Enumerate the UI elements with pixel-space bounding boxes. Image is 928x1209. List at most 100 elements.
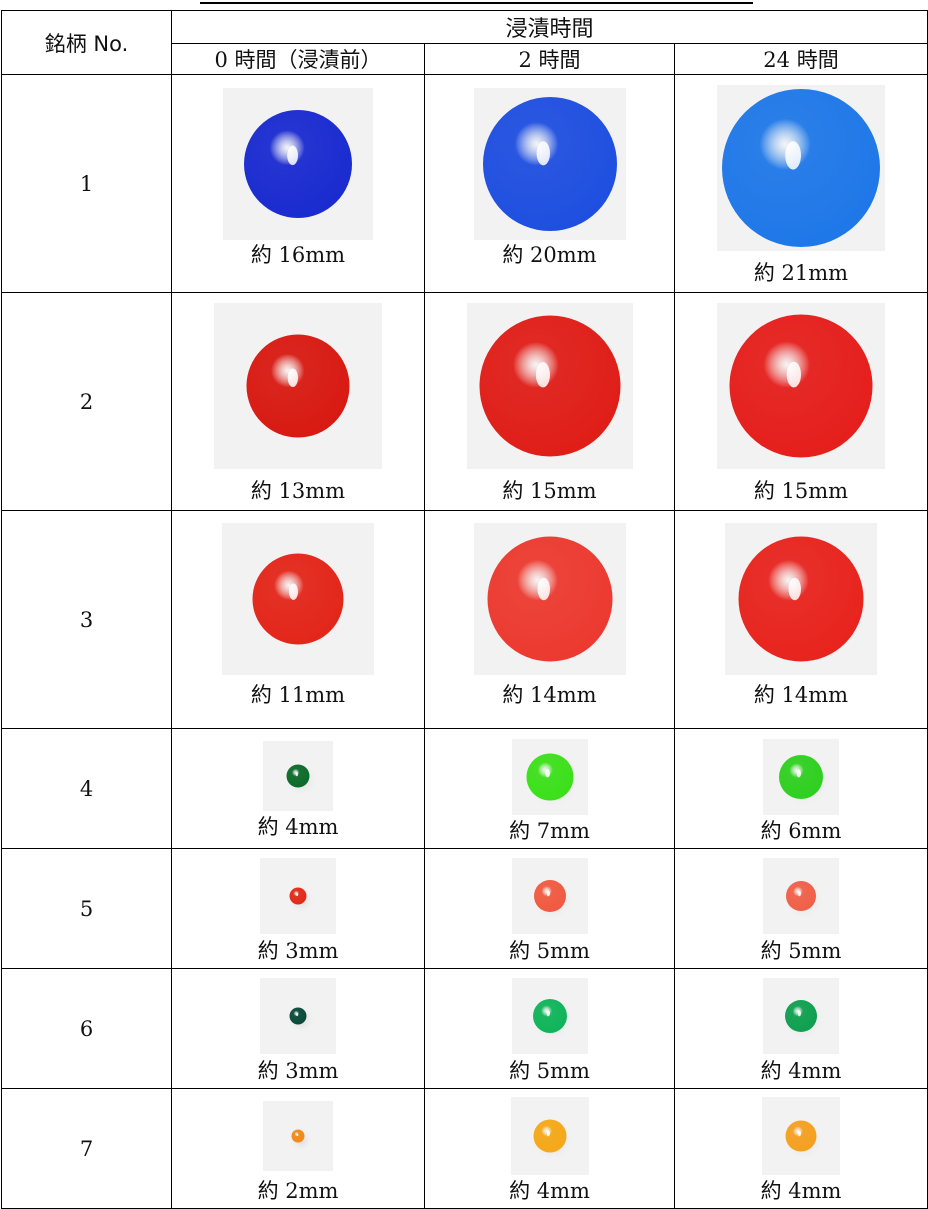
- gel-ball-icon: [286, 1005, 316, 1035]
- sample-photo: [717, 303, 885, 469]
- top-rule: [200, 2, 753, 4]
- brand-no-cell: 7: [1, 1088, 172, 1209]
- size-label: 約 5mm: [509, 1059, 590, 1083]
- gel-ball-icon: [726, 312, 882, 468]
- sample-cell: 約 7mm: [424, 728, 675, 849]
- size-label: 約 20mm: [502, 243, 597, 267]
- gel-ball-icon: [530, 878, 575, 922]
- gel-ball-icon: [476, 313, 629, 467]
- sample-cell: 約 14mm: [424, 510, 675, 729]
- table-row: 5 約 3mm 約 5mm 約 5mm: [1, 848, 928, 969]
- sample-photo: [725, 523, 877, 675]
- size-label: 約 15mm: [753, 479, 849, 503]
- gel-ball-icon: [530, 1117, 575, 1163]
- sample-photo: [763, 739, 839, 815]
- brand-no-cell: 4: [1, 728, 172, 849]
- gel-ball-icon: [288, 1127, 314, 1153]
- gel-ball-icon: [249, 551, 353, 655]
- sample-cell: 約 4mm: [674, 968, 928, 1089]
- size-label: 約 11mm: [250, 683, 346, 707]
- size-label: 約 15mm: [502, 479, 597, 503]
- sample-cell: 約 15mm: [424, 292, 675, 511]
- sample-cell: 約 5mm: [674, 848, 928, 969]
- gel-ball-icon: [782, 1118, 826, 1162]
- sample-cell: 約 15mm: [674, 292, 928, 511]
- table-row: 3 約 11mm 約 14mm 約 14mm: [1, 510, 928, 729]
- immersion-table: 銘柄 No. 浸漬時間 0 時間（浸漬前） 2 時間 24 時間 1 約 16mm…: [1, 10, 928, 1209]
- sample-photo: [762, 1097, 840, 1175]
- sample-cell: 約 11mm: [171, 510, 425, 729]
- sample-photo: [222, 523, 374, 675]
- table-row: 1 約 16mm 約 20mm 約 21mm: [1, 74, 928, 293]
- size-label: 約 4mm: [760, 1059, 842, 1083]
- gel-ball-icon: [523, 751, 582, 811]
- column-header-24h: 24 時間: [674, 43, 928, 75]
- sample-cell: 約 13mm: [171, 292, 425, 511]
- table-row: 6 約 3mm 約 5mm 約 4mm: [1, 968, 928, 1089]
- size-label: 約 4mm: [760, 1179, 842, 1203]
- gel-ball-icon: [243, 332, 359, 448]
- brand-no-cell: 2: [1, 292, 172, 511]
- sample-cell: 約 3mm: [171, 968, 425, 1089]
- gel-ball-icon: [484, 534, 621, 672]
- sample-cell: 約 20mm: [424, 74, 675, 293]
- sample-photo: [263, 1101, 333, 1171]
- gel-ball-icon: [241, 108, 361, 228]
- size-label: 約 4mm: [509, 1179, 590, 1203]
- sample-cell: 約 3mm: [171, 848, 425, 969]
- gel-ball-icon: [286, 885, 316, 915]
- table-row: 4 約 4mm 約 7mm 約 6mm: [1, 728, 928, 849]
- size-label: 約 7mm: [509, 819, 590, 843]
- size-label: 約 5mm: [509, 939, 590, 963]
- sample-cell: 約 4mm: [424, 1088, 675, 1209]
- sample-photo: [263, 741, 333, 811]
- sample-photo: [466, 303, 633, 469]
- sample-photo: [223, 88, 373, 240]
- sample-cell: 約 16mm: [171, 74, 425, 293]
- size-label: 約 16mm: [250, 243, 346, 267]
- sample-cell: 約 5mm: [424, 968, 675, 1089]
- sample-photo: [510, 1097, 589, 1175]
- immersion-time-header: 浸漬時間: [171, 10, 928, 44]
- brand-no-header: 銘柄 No.: [1, 10, 172, 75]
- size-label: 約 2mm: [257, 1179, 339, 1203]
- brand-no-cell: 3: [1, 510, 172, 729]
- gel-ball-icon: [529, 997, 576, 1043]
- sample-cell: 約 2mm: [171, 1088, 425, 1209]
- size-label: 約 3mm: [257, 1059, 339, 1083]
- sample-cell: 約 14mm: [674, 510, 928, 729]
- size-label: 約 13mm: [250, 479, 346, 503]
- gel-ball-icon: [719, 87, 885, 251]
- sample-cell: 約 5mm: [424, 848, 675, 969]
- size-label: 約 4mm: [257, 815, 339, 839]
- sample-cell: 約 4mm: [171, 728, 425, 849]
- sample-cell: 約 4mm: [674, 1088, 928, 1209]
- sample-cell: 約 6mm: [674, 728, 928, 849]
- gel-ball-icon: [776, 753, 832, 809]
- table-row: 2 約 13mm 約 15mm 約 15mm: [1, 292, 928, 511]
- size-label: 約 3mm: [257, 939, 339, 963]
- size-label: 約 14mm: [502, 683, 597, 707]
- sample-photo: [473, 523, 626, 675]
- sample-cell: 約 21mm: [674, 74, 928, 293]
- table-row: 7 約 2mm 約 4mm 約 4mm: [1, 1088, 928, 1209]
- size-label: 約 14mm: [753, 683, 849, 707]
- sample-photo: [511, 739, 588, 815]
- brand-no-cell: 1: [1, 74, 172, 293]
- gel-ball-icon: [782, 998, 826, 1042]
- size-label: 約 6mm: [760, 819, 842, 843]
- sample-photo: [473, 88, 626, 240]
- gel-ball-icon: [479, 95, 626, 240]
- sample-photo: [214, 303, 382, 469]
- brand-no-cell: 6: [1, 968, 172, 1089]
- sample-photo: [260, 978, 336, 1054]
- column-header-2h: 2 時間: [424, 43, 675, 75]
- sample-photo: [717, 85, 885, 251]
- column-header-0h: 0 時間（浸漬前）: [171, 43, 425, 75]
- gel-ball-icon: [783, 879, 825, 921]
- size-label: 約 5mm: [760, 939, 842, 963]
- sample-photo: [763, 858, 839, 934]
- gel-ball-icon: [735, 534, 873, 672]
- brand-no-cell: 5: [1, 848, 172, 969]
- gel-ball-icon: [283, 762, 319, 798]
